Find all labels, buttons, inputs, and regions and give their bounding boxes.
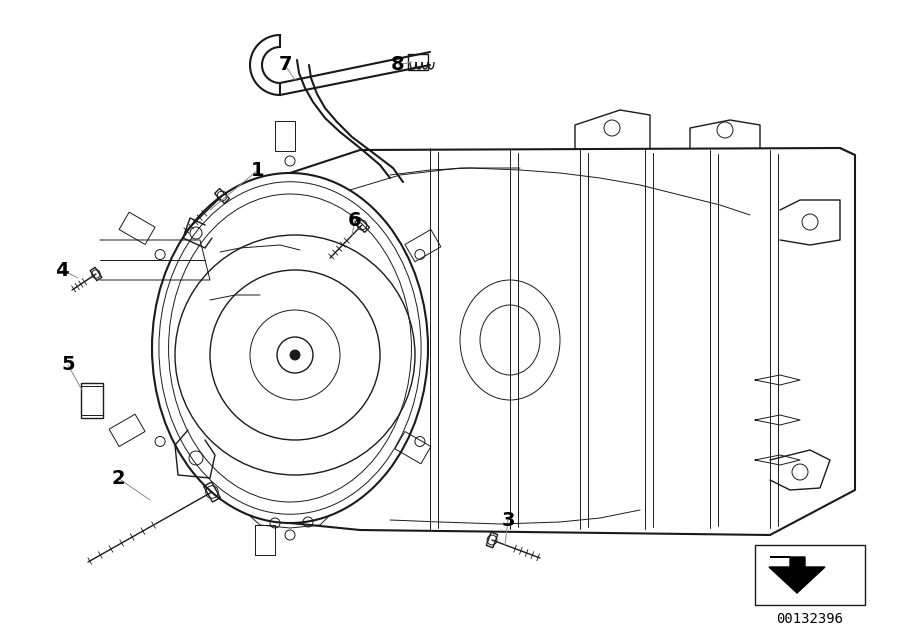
Text: 2: 2 (112, 469, 125, 488)
Text: 1: 1 (251, 160, 265, 179)
Text: 6: 6 (348, 211, 362, 230)
Bar (109, 414, 145, 446)
Circle shape (290, 350, 300, 360)
Text: 7: 7 (278, 55, 292, 74)
Bar (395, 431, 431, 464)
Text: 00132396: 00132396 (777, 612, 843, 626)
Text: 3: 3 (501, 511, 515, 530)
Bar (275, 121, 295, 151)
Text: 4: 4 (55, 261, 68, 279)
Text: 8: 8 (392, 55, 405, 74)
Bar (408, 54, 428, 70)
Bar (255, 525, 275, 555)
Text: 5: 5 (61, 356, 75, 375)
Bar (119, 212, 155, 244)
Bar (81, 382, 103, 417)
Polygon shape (769, 557, 825, 593)
Bar (405, 230, 441, 262)
Bar (755, 545, 865, 605)
